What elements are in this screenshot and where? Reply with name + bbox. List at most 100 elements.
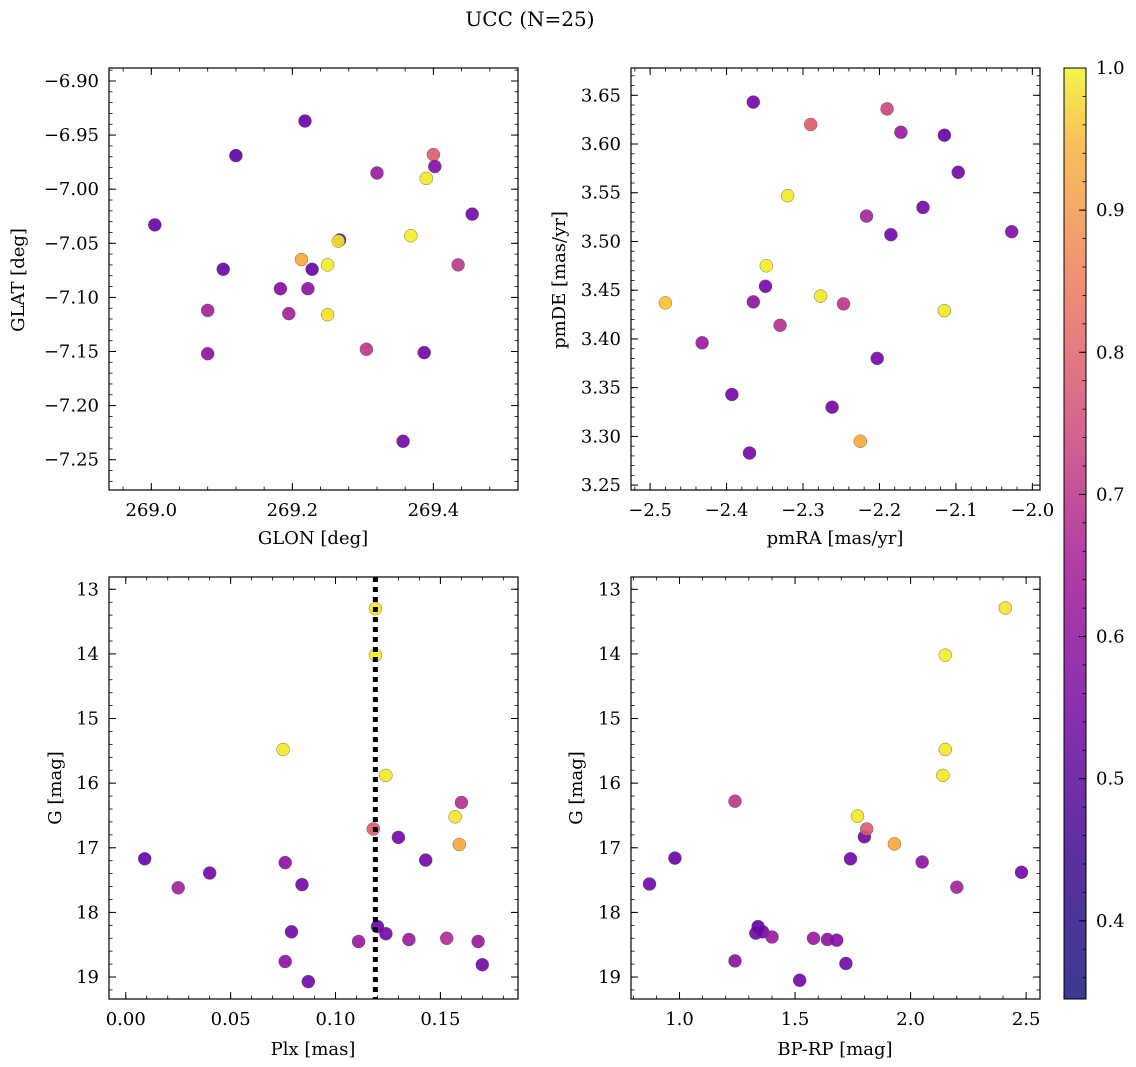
pmra-pmde-ytick-label: 3.45 xyxy=(581,280,621,301)
pmra-pmde-point xyxy=(916,200,930,215)
bprp-g-axis-label: G [mag] xyxy=(566,751,587,824)
plx-g-point xyxy=(301,974,315,989)
bprp-g-point xyxy=(793,973,807,987)
glon-glat-point xyxy=(229,148,243,163)
pmra-pmde-point xyxy=(804,117,818,132)
pmra-pmde-xtick-label: −2.4 xyxy=(705,500,749,521)
bprp-g-point xyxy=(728,794,742,808)
pmra-pmde-xtick-label: −2.2 xyxy=(858,500,902,521)
bprp-g-point xyxy=(806,931,821,945)
pmra-pmde-ytick-label: 3.30 xyxy=(581,426,621,447)
plx-g-point xyxy=(284,925,299,939)
colorbar-tick-label: 0.8 xyxy=(1096,342,1125,363)
glon-glat-point xyxy=(359,342,374,356)
pmra-pmde-point xyxy=(937,128,952,142)
bprp-g-point xyxy=(998,601,1012,615)
plx-g-point xyxy=(419,853,433,867)
glon-glat-axes-frame xyxy=(108,67,519,491)
glon-glat-ytick-label: −6.90 xyxy=(44,71,99,92)
pmra-pmde-point xyxy=(1005,224,1019,239)
bprp-g-point xyxy=(765,930,779,944)
bprp-g-xtick-label: 1.0 xyxy=(665,1009,694,1030)
glon-glat-point xyxy=(370,166,384,180)
plx-g-xtick-label: 0.05 xyxy=(211,1009,251,1030)
bprp-g-ytick-label: 19 xyxy=(598,967,621,988)
colorbar-tick-label: 1.0 xyxy=(1096,58,1125,79)
pmra-pmde-point xyxy=(695,336,709,350)
glon-glat-ytick-label: −6.95 xyxy=(44,125,99,146)
plx-g-ytick-label: 18 xyxy=(76,902,99,923)
figure-title: UCC (N=25) xyxy=(465,7,594,31)
bprp-g-point xyxy=(1014,865,1029,879)
colorbar-tick-label: 0.9 xyxy=(1096,200,1125,221)
plx-g-xtick-label: 0.00 xyxy=(106,1009,146,1030)
pmra-pmde-ytick-label: 3.60 xyxy=(581,134,621,155)
pmde-axis-label: pmDE [mas/yr] xyxy=(549,211,570,349)
pmra-pmde-point xyxy=(951,165,965,180)
glon-glat-point xyxy=(419,171,433,186)
bprp-g-point xyxy=(728,954,742,968)
colorbar-gradient xyxy=(1063,67,1087,1000)
bprp-g-point xyxy=(642,877,657,891)
glon-glat-point xyxy=(320,258,335,272)
bprp-g-point xyxy=(887,837,902,851)
bprp-g-point xyxy=(936,768,950,783)
bprp-g-point xyxy=(668,851,682,865)
glon-glat-point xyxy=(396,434,410,448)
glon-axis-label: GLON [deg] xyxy=(258,528,368,549)
bprp-g-point xyxy=(860,822,874,836)
plx-g-axis-label: G [mag] xyxy=(45,751,66,824)
glon-glat-point xyxy=(273,282,288,296)
bprp-g-point xyxy=(938,742,952,757)
glon-glat-point xyxy=(426,147,441,162)
bprp-g-xtick-label: 2.0 xyxy=(896,1009,925,1030)
colorbar-tick-label: 0.7 xyxy=(1096,484,1125,505)
bprp-g-axes-frame xyxy=(630,576,1041,1000)
glon-glat-point xyxy=(305,262,319,276)
plx-g-ytick-label: 13 xyxy=(76,579,99,600)
pmra-pmde-point xyxy=(658,296,673,310)
glon-glat-point xyxy=(404,228,418,243)
pmra-pmde-xtick-label: −2.1 xyxy=(934,500,978,521)
bprp-g-ytick-label: 17 xyxy=(598,838,621,859)
pmra-pmde-ytick-label: 3.35 xyxy=(581,378,621,399)
bprp-g-ytick-label: 15 xyxy=(598,709,621,730)
plx-g-point xyxy=(391,830,406,845)
plx-g-point xyxy=(379,927,393,941)
pmra-pmde-point xyxy=(937,304,952,318)
pmra-pmde-point xyxy=(859,209,874,223)
bprp-g-ytick-label: 14 xyxy=(598,644,621,665)
bprp-g-point xyxy=(843,852,858,866)
plx-g-point xyxy=(202,866,217,880)
pmra-pmde-point xyxy=(880,102,894,116)
bprp-g-point xyxy=(950,880,964,894)
colorbar: 0.4 0.5 0.6 0.7 0.8 0.9 1.0 xyxy=(1063,58,1125,1000)
pmra-pmde-axes-frame xyxy=(630,67,1041,491)
glon-glat-ytick-label: −7.10 xyxy=(44,287,99,308)
glon-glat-point xyxy=(282,306,296,321)
bprp-g-xtick-label: 1.5 xyxy=(781,1009,810,1030)
glon-glat-point xyxy=(216,262,230,276)
pmra-pmde-point xyxy=(758,279,773,293)
glon-glat-ytick-label: −7.15 xyxy=(44,341,99,362)
pmra-pmde-xtick-label: −2.0 xyxy=(1010,500,1054,521)
plx-g-point xyxy=(475,958,489,972)
plx-g-point xyxy=(276,742,290,757)
plx-g-ytick-label: 15 xyxy=(76,709,99,730)
plx-axis-label: Plx [mas] xyxy=(271,1039,356,1060)
pmra-pmde-point xyxy=(884,227,898,242)
glon-glat-xtick-label: 269.4 xyxy=(408,500,460,521)
glon-glat-xtick-label: 269.0 xyxy=(126,500,178,521)
glon-glat-xtick-label: 269.2 xyxy=(267,500,319,521)
plx-g-ytick-label: 19 xyxy=(76,967,99,988)
bprp-g-point xyxy=(915,855,929,869)
glon-glat-point xyxy=(301,282,315,296)
pmra-pmde-ytick-label: 3.50 xyxy=(581,231,621,252)
plx-g-point xyxy=(171,881,185,895)
glon-glat-point xyxy=(294,252,309,267)
glon-glat-point xyxy=(417,345,431,360)
plx-g-point xyxy=(379,768,393,783)
bprp-g-point xyxy=(830,933,844,947)
bprp-axis-label: BP-RP [mag] xyxy=(777,1039,892,1060)
